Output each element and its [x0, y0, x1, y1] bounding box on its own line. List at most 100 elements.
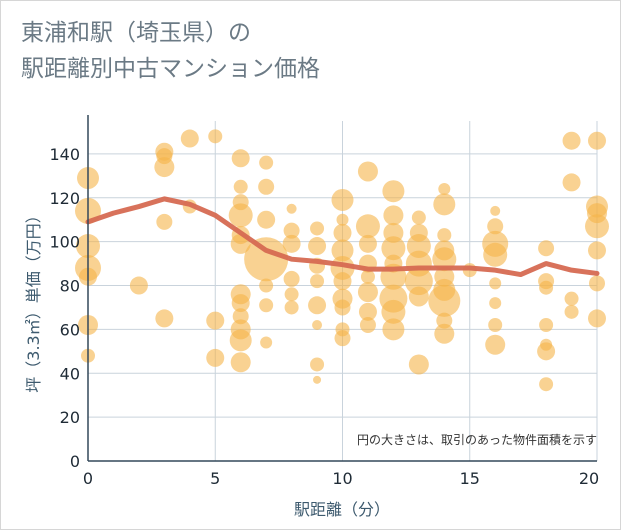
data-bubble	[433, 193, 456, 216]
data-bubble	[357, 161, 378, 182]
data-bubble	[404, 267, 433, 296]
data-bubble	[333, 223, 352, 242]
data-bubble	[539, 318, 554, 332]
data-bubble	[485, 334, 506, 355]
data-bubble	[331, 188, 354, 211]
y-tick-label: 80	[60, 277, 80, 296]
data-bubble	[437, 228, 452, 243]
data-bubble	[284, 300, 299, 315]
data-bubble	[259, 155, 274, 170]
data-bubble	[282, 234, 301, 253]
data-bubble	[539, 280, 554, 295]
data-bubble	[383, 205, 404, 226]
data-bubble	[588, 131, 606, 150]
data-bubble	[312, 320, 323, 330]
data-bubble	[284, 287, 299, 302]
data-bubble	[208, 129, 223, 144]
data-bubble	[438, 183, 451, 195]
data-bubble	[355, 214, 380, 239]
data-bubble	[562, 173, 581, 192]
data-bubble	[408, 286, 429, 307]
data-bubble	[488, 318, 503, 332]
data-bubble	[538, 240, 555, 257]
data-bubble	[155, 309, 174, 328]
data-bubble	[260, 336, 273, 349]
y-tick-label: 100	[49, 233, 80, 252]
data-bubble	[228, 203, 253, 228]
data-bubble	[233, 179, 248, 194]
data-bubble	[434, 323, 455, 344]
data-bubble	[206, 348, 225, 367]
y-tick-label: 0	[70, 452, 80, 471]
data-bubble	[259, 298, 274, 313]
data-bubble	[310, 357, 325, 372]
axes: 0 20 40 60 80 100 120 140 0 5 10 15 20	[49, 115, 599, 488]
data-bubble	[411, 210, 426, 225]
data-bubble	[564, 304, 579, 319]
x-tick-label: 10	[332, 469, 352, 488]
data-bubble	[357, 282, 378, 303]
data-bubble	[206, 311, 225, 330]
data-bubble	[308, 296, 327, 315]
data-bubble	[283, 222, 300, 239]
data-bubble	[310, 221, 325, 236]
data-bubble	[334, 330, 351, 347]
data-bubble	[244, 237, 289, 282]
data-bubble	[331, 239, 354, 262]
data-bubble	[283, 270, 300, 287]
data-bubble	[585, 214, 609, 239]
data-bubble	[381, 299, 406, 324]
data-bubble	[156, 213, 173, 230]
data-bubble	[537, 342, 556, 361]
data-bubble	[358, 234, 377, 253]
data-bubble	[490, 205, 501, 216]
data-bubble	[381, 236, 406, 261]
y-tick-label: 140	[49, 145, 80, 164]
y-tick-label: 40	[60, 364, 80, 383]
data-bubble	[428, 284, 461, 317]
data-bubble	[229, 329, 252, 352]
data-bubble	[360, 269, 375, 284]
data-bubble	[259, 278, 274, 293]
data-bubble	[313, 375, 322, 384]
y-axis-label: 坪（3.3㎡）単価（万円）	[24, 207, 43, 392]
data-bubble	[310, 274, 325, 289]
data-bubble	[180, 129, 199, 148]
data-bubble	[588, 309, 606, 328]
chart-title: 東浦和駅（埼玉県）の 駅距離別中古マンション価格	[21, 20, 320, 82]
data-bubble	[257, 210, 276, 229]
data-bubble	[333, 272, 352, 291]
x-tick-label: 5	[210, 469, 220, 488]
data-bubble	[408, 354, 429, 375]
data-bubble	[230, 352, 251, 373]
data-bubble	[286, 203, 297, 214]
data-bubble	[231, 294, 250, 313]
x-tick-label: 20	[579, 469, 599, 488]
bubble-size-note: 円の大きさは、取引のあった物件面積を示す	[357, 432, 597, 447]
data-bubble	[539, 377, 554, 392]
data-bubble	[406, 234, 431, 259]
data-bubble	[562, 131, 581, 150]
data-bubble	[359, 317, 376, 333]
data-bubble	[334, 299, 351, 316]
data-bubble	[382, 180, 405, 203]
y-tick-label: 120	[49, 189, 80, 208]
data-bubble	[589, 275, 605, 292]
data-bubble	[483, 242, 508, 267]
data-bubble	[308, 237, 327, 256]
y-tick-label: 60	[60, 320, 80, 339]
data-bubble	[129, 276, 148, 295]
data-bubble	[489, 277, 502, 290]
trend-line	[85, 196, 600, 278]
x-tick-label: 15	[460, 469, 480, 488]
data-bubble	[154, 157, 175, 178]
x-axis-label: 駅距離（分）	[294, 500, 390, 519]
data-bubble	[336, 213, 349, 226]
data-bubble	[382, 318, 405, 341]
data-bubble	[258, 178, 275, 195]
data-bubble	[358, 302, 377, 321]
data-bubble	[489, 297, 502, 310]
data-bubble	[564, 291, 579, 306]
